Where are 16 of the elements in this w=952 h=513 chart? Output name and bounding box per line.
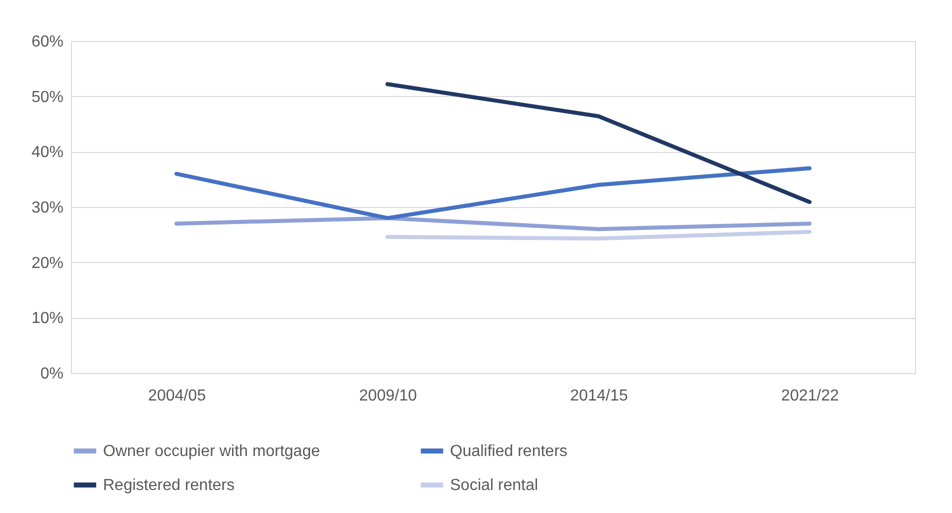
y-tick-label: 20% [31,254,64,272]
y-tick-label: 60% [31,34,64,50]
y-tick-label: 10% [31,310,64,328]
y-tick-label: 0% [40,366,64,382]
x-tick-label: 2009/10 [359,388,418,404]
line-series [174,166,812,220]
y-tick-label: 40% [31,144,64,162]
legend-label: Qualified renters [450,443,568,460]
legend-label: Owner occupier with mortgage [103,443,320,460]
y-tick-label: 50% [31,88,64,106]
y-tick-label: 30% [31,200,64,216]
legend-label: Registered renters [103,477,235,494]
x-tick-label: 2021/22 [781,388,840,404]
legend-label: Social rental [450,477,538,494]
x-tick-label: 2014/15 [570,388,628,404]
x-tick-label: 2004/05 [148,388,206,404]
